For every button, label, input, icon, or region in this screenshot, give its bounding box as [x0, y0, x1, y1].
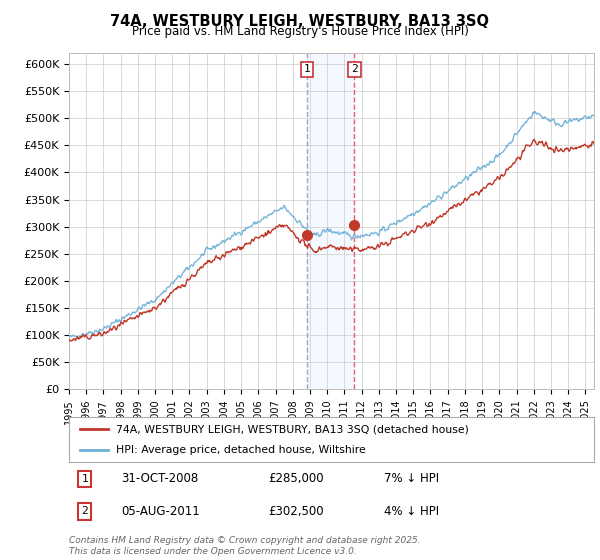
Text: 31-OCT-2008: 31-OCT-2008	[121, 473, 199, 486]
Text: HPI: Average price, detached house, Wiltshire: HPI: Average price, detached house, Wilt…	[116, 445, 366, 455]
Text: 74A, WESTBURY LEIGH, WESTBURY, BA13 3SQ (detached house): 74A, WESTBURY LEIGH, WESTBURY, BA13 3SQ …	[116, 424, 469, 435]
Text: 1: 1	[82, 474, 88, 484]
Text: 7% ↓ HPI: 7% ↓ HPI	[384, 473, 439, 486]
Text: 1: 1	[304, 64, 310, 74]
Text: £285,000: £285,000	[269, 473, 324, 486]
Bar	[307, 53, 355, 389]
Text: £302,500: £302,500	[269, 505, 324, 517]
Text: 4% ↓ HPI: 4% ↓ HPI	[384, 505, 439, 517]
Text: 05-AUG-2011: 05-AUG-2011	[121, 505, 200, 517]
Text: 2: 2	[351, 64, 358, 74]
Text: 74A, WESTBURY LEIGH, WESTBURY, BA13 3SQ: 74A, WESTBURY LEIGH, WESTBURY, BA13 3SQ	[110, 14, 490, 29]
Text: Price paid vs. HM Land Registry's House Price Index (HPI): Price paid vs. HM Land Registry's House …	[131, 25, 469, 38]
Text: Contains HM Land Registry data © Crown copyright and database right 2025.
This d: Contains HM Land Registry data © Crown c…	[69, 536, 421, 556]
Text: 2: 2	[82, 506, 88, 516]
